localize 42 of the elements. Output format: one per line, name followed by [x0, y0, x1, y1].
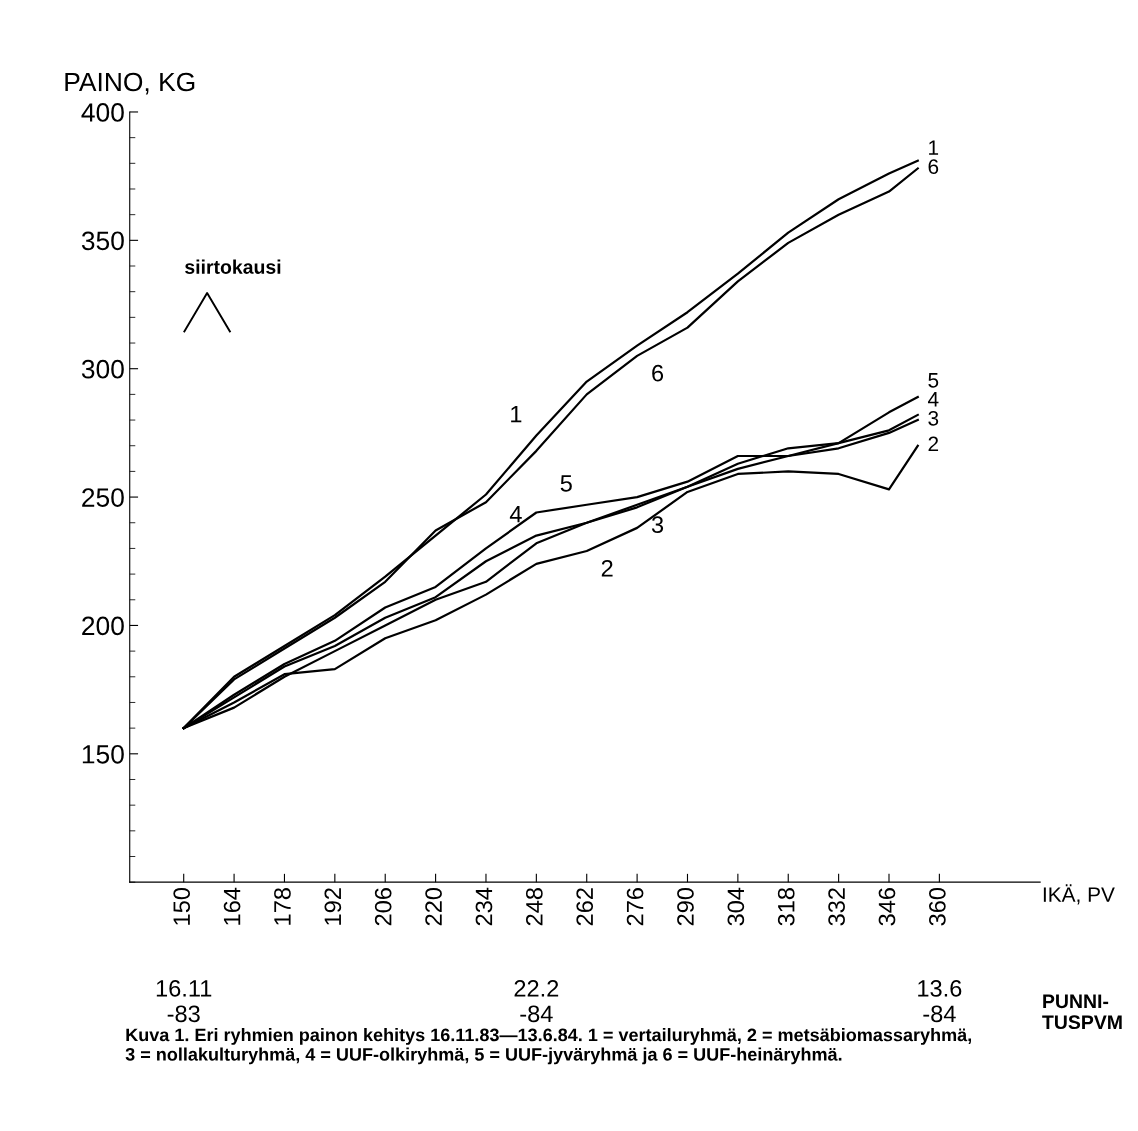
- y-tick-label: 250: [82, 488, 124, 507]
- text: PUNNI- TUSPVM: [1042, 994, 1122, 1030]
- series-label: 6: [928, 159, 939, 175]
- x-tick-label: 346: [878, 888, 896, 926]
- x-tick-label: 262: [576, 888, 594, 926]
- y-tick-label: 150: [82, 744, 124, 764]
- y-tick-label: 300: [81, 359, 124, 379]
- y-tick-label: 400: [81, 103, 124, 122]
- x-tick-label: 290: [677, 887, 694, 926]
- series-label: 3: [928, 410, 939, 426]
- text: 13.6 -84: [918, 980, 962, 1023]
- x-tick-label: 248: [525, 888, 543, 926]
- text: 6: [652, 364, 664, 382]
- x-tick-label: 360: [928, 887, 946, 926]
- text: 5: [560, 475, 572, 492]
- x-tick-label: 234: [475, 887, 493, 926]
- x-tick-label: 318: [777, 888, 795, 926]
- text: 4: [509, 506, 522, 523]
- x-axis-title: IKÄ, PV: [1043, 884, 1115, 905]
- x-tick-label: 164: [223, 887, 241, 925]
- text: 16.11 -83: [156, 980, 212, 1023]
- x-tick-label: 304: [727, 887, 745, 926]
- text: Kuva 1. Eri ryhmien painon kehitys 16.11.83—13.6.84. 1 = vertailuryhmä, 2 = metsäbiomassaryhmä, 3 = nollakulturyhmä, 4 = UUF-olkiryhmä, 5 = UUF-jyväryhmä ja 6 = UUF-heinäryhmä.: [125, 1028, 972, 1065]
- series-label: 4: [927, 392, 939, 407]
- x-tick-label: 150: [173, 887, 191, 925]
- x-tick-label: 178: [274, 888, 291, 925]
- y-axis-title: PAINO, KG: [65, 72, 195, 95]
- y-tick-label: 350: [81, 231, 124, 251]
- y-tick-label: 200: [82, 616, 124, 636]
- annotation: siirtokausi: [185, 259, 281, 274]
- text: 2: [601, 559, 613, 577]
- text: 3: [651, 516, 664, 534]
- text: 22.2 -84: [514, 980, 559, 1023]
- x-tick-label: 192: [324, 888, 342, 925]
- series-label: 2: [928, 436, 939, 452]
- x-tick-label: 276: [626, 888, 644, 926]
- x-tick-label: 220: [425, 887, 442, 926]
- x-tick-label: 206: [374, 888, 392, 926]
- series-label: 1: [929, 140, 939, 155]
- x-tick-label: 332: [828, 888, 845, 926]
- series-label: 5: [928, 373, 939, 388]
- text: 1: [511, 405, 522, 423]
